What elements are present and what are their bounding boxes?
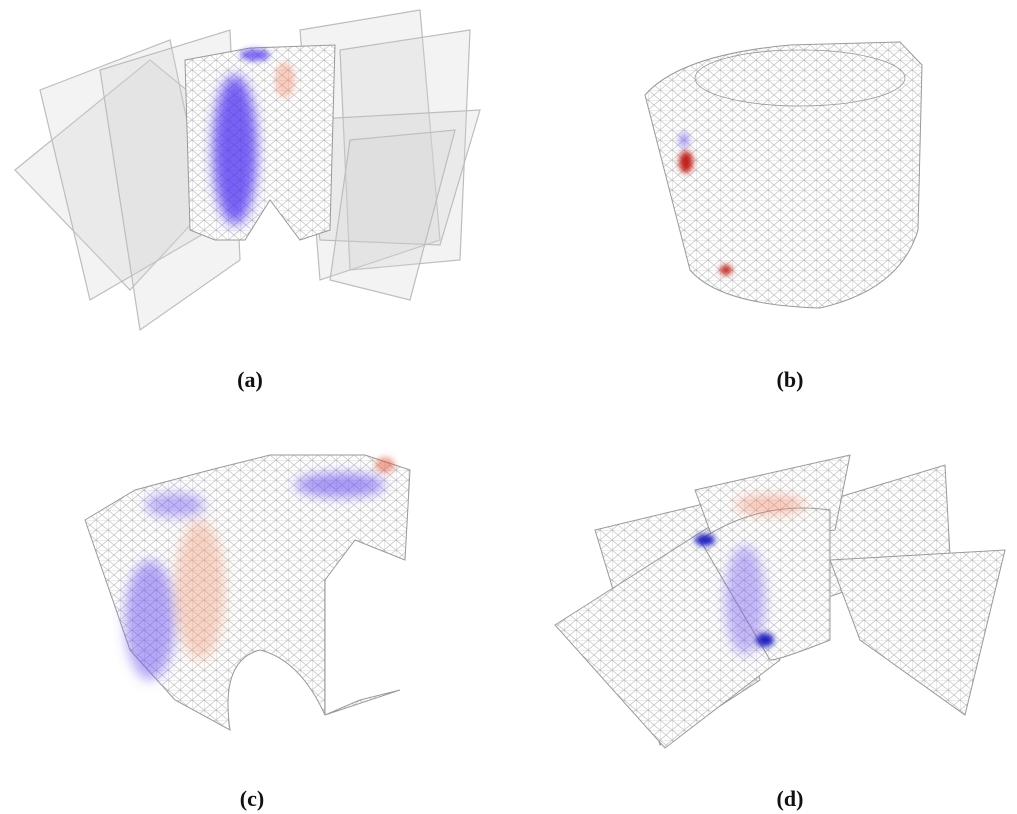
blue-field <box>145 493 205 517</box>
panel-c <box>85 455 410 730</box>
red-spot <box>679 151 693 173</box>
red-field <box>375 457 395 473</box>
blue-field <box>295 473 385 497</box>
body: (a) (b) (c) (d) (() => { const data = JS… <box>0 0 1017 814</box>
mesh-top <box>695 50 905 106</box>
panel-a <box>15 10 480 330</box>
red-spot <box>720 265 732 275</box>
blue-field <box>213 75 257 225</box>
red-field <box>735 495 805 515</box>
page: Figure {"panels": [{"label": "(a)"}, {"l… <box>0 0 1017 814</box>
blue-spot <box>756 633 774 647</box>
blue-spot <box>695 534 715 546</box>
panel-b <box>645 42 922 308</box>
blue-field <box>125 560 175 680</box>
caption: (d) <box>777 786 804 811</box>
red-field <box>175 520 225 660</box>
caption: (a) <box>237 367 263 392</box>
blue-spot <box>678 132 690 148</box>
mesh-blade <box>830 550 1005 715</box>
blue-field <box>240 49 270 61</box>
figure: (a) (b) (c) (d) <box>0 0 1017 814</box>
red-field <box>275 62 295 98</box>
panel-d <box>555 455 1005 748</box>
caption: (b) <box>777 367 804 392</box>
mesh-body <box>185 45 335 240</box>
caption: (c) <box>240 786 264 811</box>
